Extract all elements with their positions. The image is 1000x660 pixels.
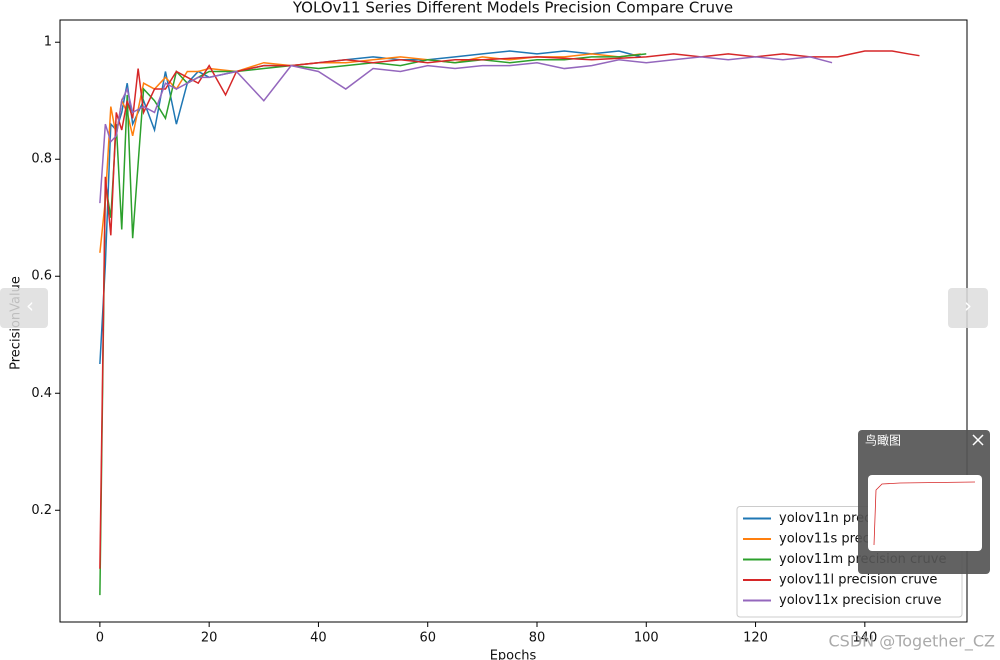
watermark: CSDN @Together_CZ: [828, 632, 995, 652]
x-tick-label: 40: [310, 631, 327, 646]
overview-thumbnail[interactable]: [868, 475, 982, 551]
x-tick-label: 20: [201, 631, 218, 646]
legend-label: yolov11l precision cruve: [779, 573, 937, 588]
legend-label: yolov11x precision cruve: [779, 593, 941, 608]
y-tick-label: 0.4: [31, 386, 52, 401]
overview-title: 鸟瞰图: [865, 433, 901, 448]
x-tick-label: 80: [529, 631, 546, 646]
chart-title: YOLOv11 Series Different Models Precisio…: [292, 0, 733, 17]
x-tick-label: 120: [743, 631, 768, 646]
x-tick-label: 140: [852, 631, 877, 646]
plot: 0 20 40 60 80 100 120 140 0.2 0.4 0.6 0.8 1: [31, 35, 920, 646]
x-tick-label: 60: [419, 631, 436, 646]
y-tick-label: 1: [44, 35, 52, 50]
x-axis-label: Epochs: [490, 649, 537, 660]
next-button[interactable]: [948, 288, 988, 328]
series-line: [99, 56, 833, 204]
overview-close[interactable]: [972, 434, 984, 446]
overview-thumbnail-curve: [873, 481, 976, 546]
prev-button-icon[interactable]: ‹: [26, 294, 34, 318]
prev-button[interactable]: [0, 288, 48, 328]
x-tick-label: 100: [634, 631, 659, 646]
overview-panel: 鸟瞰图: [858, 430, 990, 574]
y-tick-label: 0.8: [31, 152, 52, 167]
next-button-icon[interactable]: ›: [964, 294, 972, 318]
y-tick-label: 0.6: [31, 269, 52, 284]
series-line: [99, 50, 920, 569]
series-line: [99, 53, 647, 596]
y-tick-label: 0.2: [31, 503, 52, 518]
x-tick-label: 0: [96, 631, 104, 646]
